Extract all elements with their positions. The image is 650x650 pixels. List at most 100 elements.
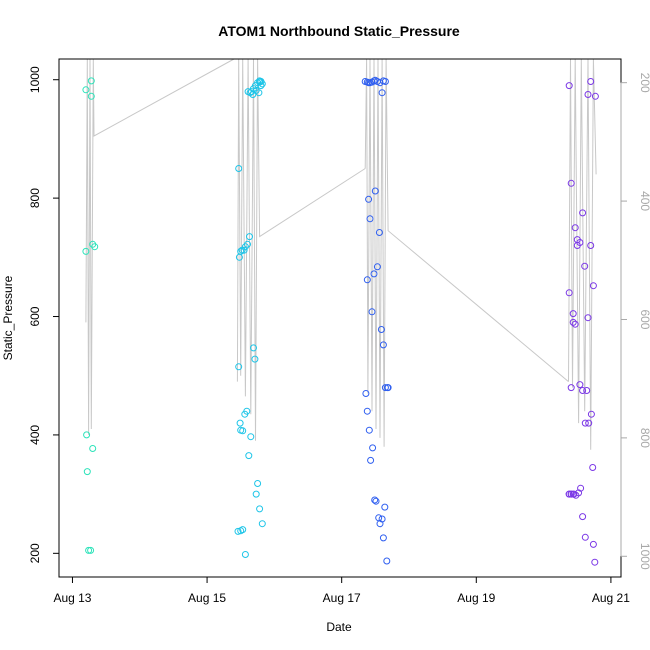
data-point bbox=[584, 314, 592, 322]
data-point bbox=[370, 270, 378, 278]
data-point bbox=[573, 236, 581, 244]
data-point bbox=[244, 240, 251, 248]
data-point bbox=[371, 496, 379, 504]
data-point bbox=[365, 195, 373, 203]
data-point bbox=[379, 534, 387, 542]
data-point bbox=[585, 419, 593, 427]
data-point bbox=[569, 490, 577, 498]
data-point bbox=[246, 233, 253, 241]
data-point bbox=[567, 384, 575, 392]
data-point bbox=[365, 426, 373, 434]
data-point bbox=[367, 456, 375, 464]
profile-track-line bbox=[85, 58, 235, 435]
data-point bbox=[82, 86, 90, 94]
data-point bbox=[579, 387, 587, 394]
data-point bbox=[581, 419, 589, 427]
data-point bbox=[567, 179, 575, 187]
data-point bbox=[240, 246, 248, 254]
data-point bbox=[373, 263, 381, 271]
data-point bbox=[235, 165, 243, 172]
data-point bbox=[250, 344, 257, 352]
data-point bbox=[587, 410, 595, 418]
data-point bbox=[381, 503, 389, 511]
data-point bbox=[239, 427, 247, 435]
profile-track-line bbox=[236, 58, 366, 441]
data-point bbox=[85, 546, 93, 554]
y2-tick-label: 400 bbox=[638, 191, 650, 211]
data-point bbox=[251, 355, 259, 363]
profile-track-line bbox=[568, 58, 597, 450]
data-point bbox=[237, 247, 245, 255]
data-point bbox=[362, 390, 370, 397]
data-point bbox=[378, 89, 386, 97]
x-tick-label: Aug 17 bbox=[323, 591, 361, 605]
data-point bbox=[247, 433, 255, 441]
data-point bbox=[366, 215, 374, 223]
data-point bbox=[254, 480, 262, 487]
data-point bbox=[89, 240, 97, 248]
data-point bbox=[377, 326, 385, 333]
data-point bbox=[591, 558, 599, 566]
x-axis: Aug 13 Aug 15 Aug 17 Aug 19 Aug 21 bbox=[53, 576, 630, 605]
data-point bbox=[234, 527, 242, 535]
data-point bbox=[235, 363, 243, 371]
data-point bbox=[87, 77, 95, 85]
y-tick-label: 800 bbox=[28, 188, 42, 208]
data-point bbox=[589, 464, 597, 471]
data-point bbox=[249, 91, 257, 98]
x-tick-label: Aug 13 bbox=[53, 591, 91, 605]
data-point bbox=[368, 308, 376, 316]
y-axis-left: 200 400 600 800 1000 bbox=[28, 66, 60, 563]
y2-tick-label: 1000 bbox=[638, 543, 650, 570]
profile-track-line bbox=[364, 58, 569, 447]
data-point bbox=[375, 514, 383, 522]
data-point bbox=[239, 526, 247, 534]
chart-title: ATOM1 Northbound Static_Pressure bbox=[218, 23, 460, 39]
data-point bbox=[243, 407, 251, 415]
data-points bbox=[82, 76, 599, 566]
data-point bbox=[569, 310, 577, 318]
data-point bbox=[257, 78, 265, 85]
data-point bbox=[571, 320, 579, 328]
data-point bbox=[584, 91, 592, 98]
data-point bbox=[579, 513, 587, 521]
data-point bbox=[379, 341, 387, 349]
data-point bbox=[241, 551, 249, 558]
x-tick-label: Aug 19 bbox=[457, 591, 495, 605]
data-point bbox=[252, 490, 260, 498]
data-point bbox=[567, 490, 575, 498]
data-point bbox=[581, 533, 589, 541]
data-point bbox=[583, 387, 591, 394]
data-point bbox=[565, 490, 573, 498]
data-point bbox=[579, 209, 587, 217]
data-point bbox=[236, 419, 244, 427]
data-point bbox=[83, 431, 91, 439]
data-point bbox=[381, 384, 389, 392]
data-point bbox=[383, 557, 391, 565]
data-point bbox=[83, 468, 91, 476]
data-point bbox=[258, 520, 266, 528]
data-point bbox=[571, 224, 579, 232]
x-tick-label: Aug 15 bbox=[188, 591, 226, 605]
profile-tracks bbox=[85, 58, 597, 450]
data-point bbox=[87, 546, 95, 554]
data-point bbox=[372, 497, 380, 505]
y2-tick-label: 600 bbox=[638, 309, 650, 329]
data-point bbox=[82, 247, 90, 255]
data-point bbox=[589, 282, 597, 290]
data-point bbox=[589, 540, 597, 548]
y-axis-right: 200 400 600 800 1000 bbox=[620, 73, 650, 570]
x-tick-label: Aug 21 bbox=[592, 591, 630, 605]
data-point bbox=[381, 78, 389, 85]
y-tick-label: 1000 bbox=[28, 66, 42, 93]
data-point bbox=[363, 276, 371, 284]
data-point bbox=[257, 82, 265, 90]
data-point bbox=[371, 187, 379, 195]
data-point bbox=[255, 89, 263, 97]
data-point bbox=[576, 381, 584, 389]
y-axis-label: Static_Pressure bbox=[1, 275, 15, 360]
data-point bbox=[581, 262, 589, 270]
y-tick-label: 400 bbox=[28, 425, 42, 445]
